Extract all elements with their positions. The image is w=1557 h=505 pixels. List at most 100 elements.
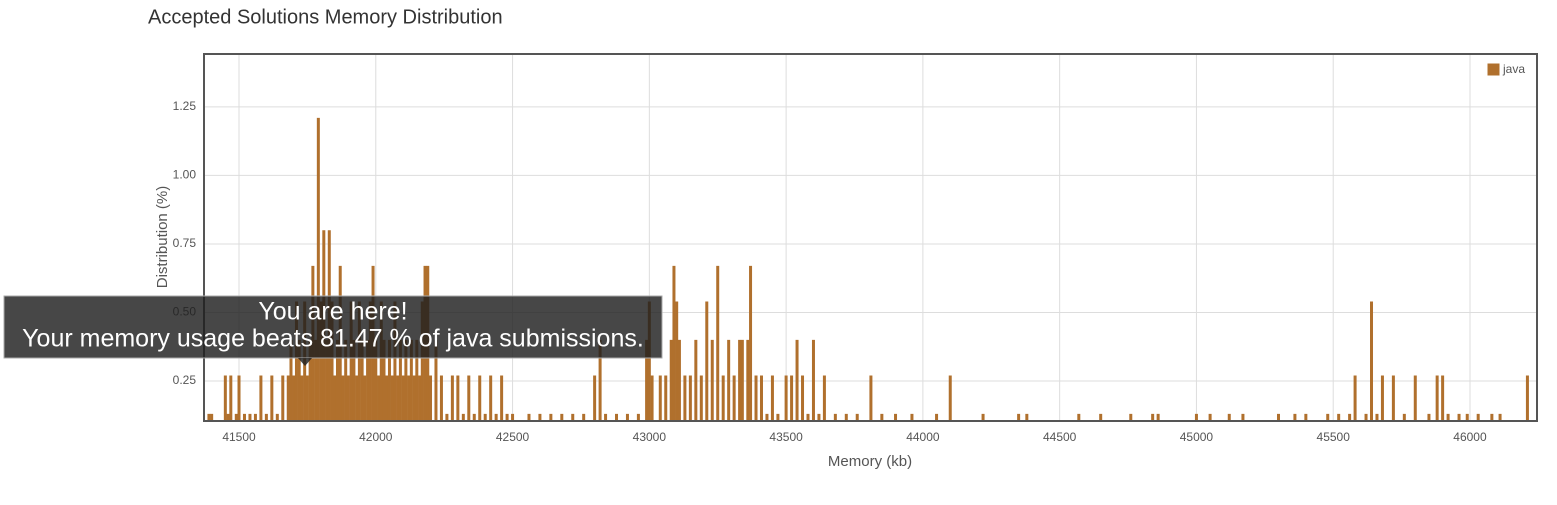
bar (1364, 413, 1368, 421)
bar (1427, 413, 1431, 421)
bar (1227, 413, 1231, 421)
bar (527, 413, 531, 421)
bar (1337, 413, 1341, 421)
bar (396, 375, 400, 421)
bar (732, 375, 736, 421)
bar (289, 339, 293, 421)
bar (333, 375, 337, 421)
bar (1391, 375, 1395, 421)
bar (811, 339, 815, 421)
bar (325, 339, 329, 421)
tooltip-text: Your memory usage beats 81.47 % of java … (22, 325, 644, 353)
bar (344, 339, 348, 421)
bar (1017, 413, 1021, 421)
bar (749, 265, 753, 421)
bar (360, 339, 364, 421)
bar (746, 339, 750, 421)
bar (401, 375, 405, 421)
bar (582, 413, 586, 421)
bar (710, 339, 714, 421)
bar (387, 339, 391, 421)
bar (1402, 413, 1406, 421)
bar (664, 375, 668, 421)
y-tick-label: 0.25 (173, 373, 197, 387)
bar (801, 375, 805, 421)
bar (1194, 413, 1198, 421)
bar (439, 375, 443, 421)
bar (330, 301, 334, 421)
x-tick-label: 45000 (1180, 430, 1214, 444)
bar (759, 375, 763, 421)
bar (434, 339, 438, 421)
bar (428, 375, 432, 421)
bar (404, 339, 408, 421)
bar (377, 375, 381, 421)
bar (593, 375, 597, 421)
x-tick-label: 43000 (633, 430, 667, 444)
bar (505, 413, 509, 421)
bar (683, 375, 687, 421)
bar (636, 413, 640, 421)
bar (806, 413, 810, 421)
bar (292, 375, 296, 421)
bar (461, 413, 465, 421)
bar (390, 375, 394, 421)
bar (270, 375, 274, 421)
bar (549, 413, 553, 421)
bar (407, 375, 411, 421)
bar (650, 375, 654, 421)
bar (368, 301, 372, 421)
bar (1151, 413, 1155, 421)
plot-frame (203, 53, 1538, 422)
bar (647, 301, 651, 421)
bar (1156, 413, 1160, 421)
bar (935, 413, 939, 421)
bar (1457, 413, 1461, 421)
bar (259, 375, 263, 421)
bar (604, 413, 608, 421)
bar (1025, 413, 1029, 421)
bar (716, 265, 720, 421)
bar (721, 375, 725, 421)
tooltip-arrow (298, 358, 312, 366)
bar (1326, 413, 1330, 421)
bar (234, 413, 238, 421)
bar (242, 413, 246, 421)
bar (472, 413, 476, 421)
bar (694, 339, 698, 421)
chart-title: Accepted Solutions Memory Distribution (148, 6, 503, 28)
bar (1208, 413, 1212, 421)
bar (1370, 301, 1374, 421)
bar (658, 375, 662, 421)
bar (418, 375, 422, 421)
bar (598, 339, 602, 421)
bar (409, 339, 413, 421)
bar (738, 339, 742, 421)
bar (1525, 375, 1529, 421)
bar (450, 375, 454, 421)
bar (765, 413, 769, 421)
bar (286, 375, 290, 421)
bar (1375, 413, 1379, 421)
bar (248, 413, 252, 421)
bar (1348, 413, 1352, 421)
bar (645, 339, 649, 421)
bar (445, 413, 449, 421)
bar (880, 413, 884, 421)
bar (223, 375, 227, 421)
tooltip-box (3, 295, 663, 359)
bar (349, 301, 353, 421)
x-tick-label: 44500 (1043, 430, 1077, 444)
bar (319, 301, 323, 421)
x-tick-label: 45500 (1317, 430, 1351, 444)
bar (1353, 375, 1357, 421)
bar (1099, 413, 1103, 421)
bar (784, 375, 788, 421)
bar (478, 375, 482, 421)
bar (1241, 413, 1245, 421)
bar (740, 339, 744, 421)
bar (1293, 413, 1297, 421)
y-axis-label: Distribution (%) (154, 186, 171, 289)
bar (981, 413, 985, 421)
